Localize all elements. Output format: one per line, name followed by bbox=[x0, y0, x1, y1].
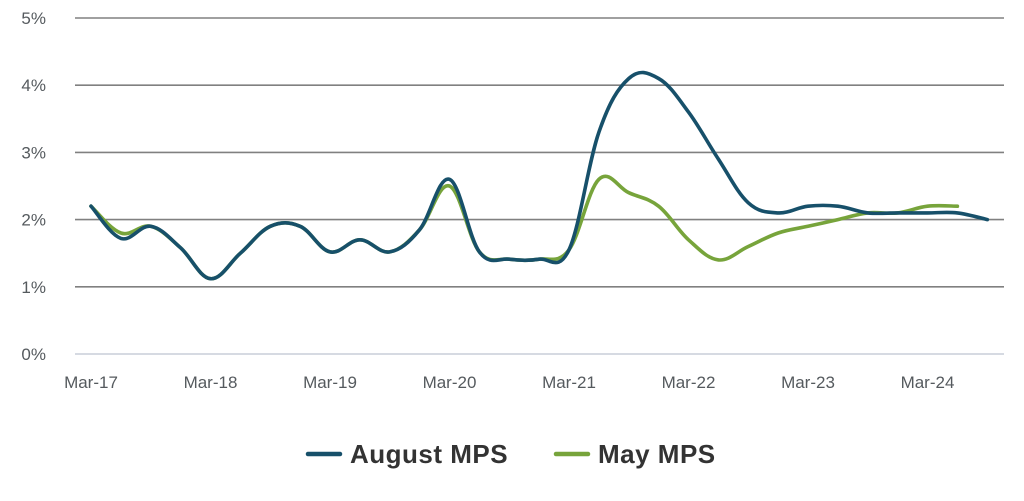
gridlines bbox=[75, 17, 1004, 355]
y-tick-label: 4% bbox=[21, 76, 46, 95]
x-tick-label: Mar-21 bbox=[542, 373, 596, 392]
x-tick-label: Mar-20 bbox=[423, 373, 477, 392]
y-tick-label: 3% bbox=[21, 143, 46, 162]
y-tick-label: 1% bbox=[21, 278, 46, 297]
series-line-may-mps bbox=[89, 174, 960, 281]
x-tick-label: Mar-23 bbox=[781, 373, 835, 392]
legend-label-may-mps: May MPS bbox=[598, 439, 716, 469]
legend: August MPS May MPS bbox=[305, 439, 716, 469]
y-tick-label: 0% bbox=[21, 345, 46, 364]
x-tick-label: Mar-17 bbox=[64, 373, 118, 392]
x-tick-label: Mar-24 bbox=[901, 373, 955, 392]
series-line-august-mps bbox=[89, 70, 990, 281]
y-tick-label: 2% bbox=[21, 211, 46, 230]
y-tick-label: 5% bbox=[21, 9, 46, 28]
x-axis-ticks: Mar-17 Mar-18 Mar-19 Mar-20 Mar-21 Mar-22 Mar-… bbox=[64, 373, 954, 392]
x-tick-label: Mar-19 bbox=[303, 373, 357, 392]
legend-label-august-mps: August MPS bbox=[350, 439, 508, 469]
series-lines bbox=[89, 70, 990, 281]
y-axis-ticks: 0% 1% 2% 3% 4% 5% bbox=[21, 9, 46, 364]
x-tick-label: Mar-22 bbox=[662, 373, 716, 392]
x-tick-label: Mar-18 bbox=[184, 373, 238, 392]
